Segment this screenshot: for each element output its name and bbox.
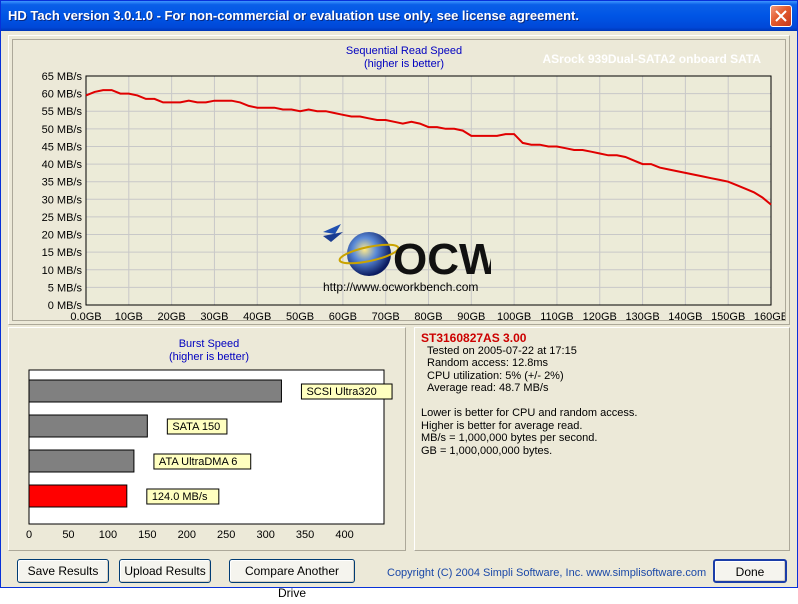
x-tick-label: 20GB (158, 311, 186, 320)
y-tick-label: 15 MB/s (42, 247, 83, 259)
results-panel: ST3160827AS 3.00 Tested on 2005-07-22 at… (414, 327, 790, 551)
y-tick-label: 5 MB/s (48, 282, 83, 294)
read-chart-title: Sequential Read Speed (345, 45, 463, 57)
y-tick-label: 45 MB/s (42, 141, 83, 153)
x-tick-label: 70GB (372, 311, 400, 320)
burst-x-tick-label: 150 (138, 529, 156, 541)
plot-border (85, 75, 772, 306)
burst-bar-label: SCSI Ultra320 (306, 386, 376, 398)
burst-x-tick-label: 300 (256, 529, 274, 541)
y-tick-label: 25 MB/s (42, 212, 83, 224)
y-tick-label: 0 MB/s (48, 300, 83, 312)
done-button[interactable]: Done (713, 559, 787, 583)
y-tick-label: 40 MB/s (42, 159, 83, 171)
random-access: Random access: 12.8ms (427, 357, 549, 370)
note-lower-better: Lower is better for CPU and random acces… (421, 406, 638, 419)
drive-label: ASrock 939Dual-SATA2 onboard SATA (542, 52, 761, 66)
x-tick-label: 140GB (668, 311, 702, 320)
y-tick-label: 10 MB/s (42, 265, 83, 277)
svg-text:OCW: OCW (393, 235, 491, 282)
x-tick-label: 10GB (115, 311, 143, 320)
save-results-button[interactable]: Save Results (17, 559, 109, 583)
burst-bar-label: 124.0 MB/s (152, 491, 208, 503)
burst-chart-title: Burst Speed (178, 338, 240, 350)
globe-logo-icon: OCW (323, 224, 501, 284)
read-speed-line (85, 89, 772, 206)
title-bar[interactable]: HD Tach version 3.0.1.0 - For non-commer… (1, 1, 797, 31)
x-tick-label: 0.0GB (70, 311, 101, 320)
y-tick-label: 35 MB/s (42, 177, 83, 189)
burst-x-tick-label: 0 (26, 529, 32, 541)
y-tick-label: 20 MB/s (42, 230, 83, 242)
upload-results-label: Upload Results (124, 564, 206, 578)
watermark-logo: OCW (321, 220, 501, 284)
x-tick-label: 30GB (200, 311, 228, 320)
cpu-utilization: CPU utilization: 5% (+/- 2%) (427, 369, 564, 382)
x-tick-label: 160GB (754, 311, 785, 320)
x-tick-label: 90GB (457, 311, 485, 320)
y-tick-label: 55 MB/s (42, 106, 83, 118)
done-label: Done (735, 565, 765, 579)
x-tick-label: 80GB (414, 311, 442, 320)
read-chart-frame: Sequential Read Speed (higher is better)… (12, 39, 786, 321)
burst-x-tick-label: 250 (217, 529, 235, 541)
burst-label-box (146, 488, 220, 505)
burst-bar (28, 484, 128, 508)
burst-panel: Burst Speed (higher is better) 0 50 100 150… (8, 327, 406, 551)
y-tick-label: 50 MB/s (42, 124, 83, 136)
tested-on: Tested on 2005-07-22 at 17:15 (427, 344, 577, 357)
compare-drive-label: Compare Another Drive (244, 564, 340, 600)
read-chart-subtitle: (higher is better) (363, 58, 445, 70)
burst-x-tick-label: 350 (296, 529, 314, 541)
burst-x-tick-label: 400 (335, 529, 353, 541)
close-button[interactable] (770, 5, 792, 27)
x-tick-label: 50GB (286, 311, 314, 320)
note-gb-def: GB = 1,000,000,000 bytes. (421, 444, 553, 457)
burst-bar (28, 414, 148, 438)
burst-bar-label: SATA 150 (172, 421, 220, 433)
y-tick-label: 65 MB/s (42, 71, 83, 83)
x-tick-label: 150GB (711, 311, 745, 320)
window-title: HD Tach version 3.0.1.0 - For non-commer… (8, 8, 579, 23)
copyright-link[interactable]: Copyright (C) 2004 Simpli Software, Inc.… (387, 567, 707, 579)
x-tick-label: 120GB (583, 311, 617, 320)
burst-label-box (166, 418, 228, 435)
save-results-label: Save Results (27, 564, 99, 578)
x-tick-label: 40GB (243, 311, 271, 320)
burst-bar-label: ATA UltraDMA 6 (159, 456, 237, 468)
note-higher-better: Higher is better for average read. (421, 419, 583, 432)
burst-bar (28, 449, 135, 473)
burst-x-tick-label: 50 (62, 529, 74, 541)
watermark-url[interactable]: http://www.ocworkbench.com (323, 280, 479, 294)
results-info: ST3160827AS 3.00 Tested on 2005-07-22 at… (421, 332, 637, 457)
x-tick-label: 100GB (497, 311, 531, 320)
drive-model: ST3160827AS 3.00 (421, 331, 527, 345)
read-chart-panel: Sequential Read Speed (higher is better)… (8, 35, 790, 325)
note-mbs-def: MB/s = 1,000,000 bytes per second. (421, 432, 598, 445)
upload-results-button[interactable]: Upload Results (119, 559, 211, 583)
burst-x-tick-label: 100 (99, 529, 117, 541)
burst-chart-subtitle: (higher is better) (168, 351, 250, 363)
y-tick-label: 30 MB/s (42, 194, 83, 206)
burst-label-box (300, 383, 393, 400)
burst-speed-chart: 0 50 100 150 200 250 300 350 400 SCSI Ultra320 SAT… (26, 369, 393, 541)
x-tick-label: 130GB (625, 311, 659, 320)
compare-drive-button[interactable]: Compare Another Drive (229, 559, 355, 600)
burst-label-box (153, 453, 252, 470)
x-tick-label: 60GB (329, 311, 357, 320)
burst-x-tick-label: 200 (178, 529, 196, 541)
average-read: Average read: 48.7 MB/s (427, 382, 549, 395)
close-icon (775, 10, 787, 22)
x-tick-label: 110GB (540, 311, 573, 320)
read-speed-chart: 0 MB/s 5 MB/s 10 MB/s 15 MB/s 20 MB/s 25 MB/s… (42, 71, 785, 320)
y-tick-label: 60 MB/s (42, 89, 83, 101)
burst-bar (28, 379, 282, 403)
